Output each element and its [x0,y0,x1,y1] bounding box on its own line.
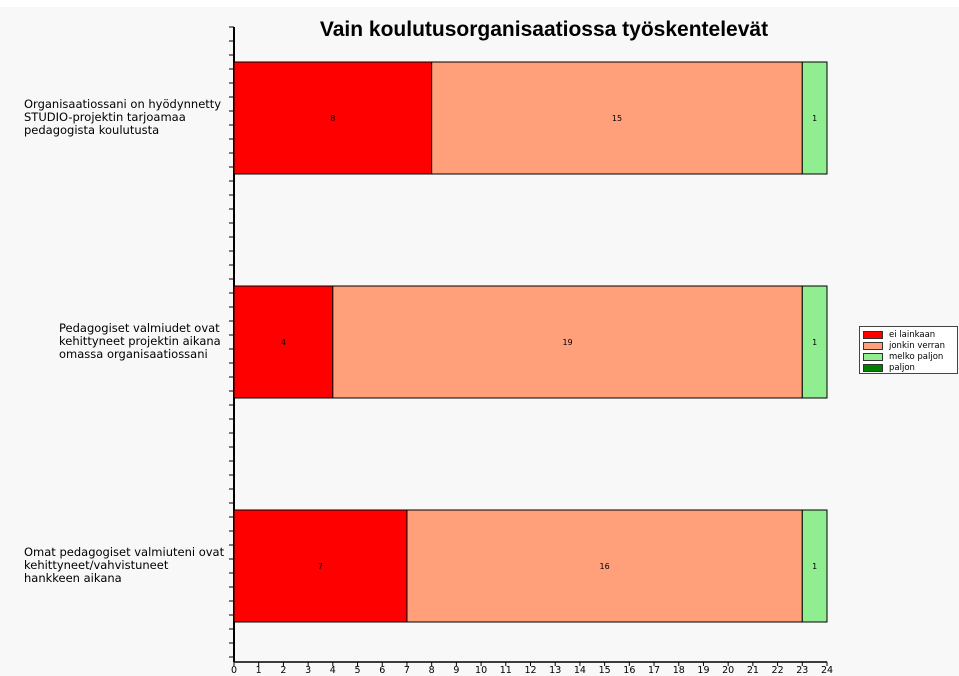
x-tick-label: 12 [524,665,536,676]
category-label: Omat pedagogiset valmiuteni ovat kehittyn… [24,546,234,585]
data-label: 7 [318,562,323,571]
bar-segment-melko-paljon [801,509,828,623]
x-tick-label: 23 [796,665,808,676]
category-label: Pedagogiset valmiudet ovat kehittyneet pr… [59,322,269,361]
x-tick-label: 3 [305,665,311,676]
x-tick-label: 6 [379,665,385,676]
category-label-line: kehittyneet/vahvistuneet [24,558,169,572]
data-label: 19 [562,338,572,347]
x-tick-label: 9 [453,665,459,676]
x-tick-label: 13 [549,665,561,676]
bar-segment-jonkin-verran [332,285,803,399]
x-tick-label: 24 [821,665,833,676]
x-tick-label: 14 [574,665,586,676]
x-tick-label: 19 [697,665,709,676]
top-strip [0,0,959,7]
category-label-line: hankkeen aikana [24,571,122,585]
bar-segment-ei-lainkaan [233,61,433,175]
category-label: Organisaatiossani on hyödynnetty STUDIO-p… [24,98,234,137]
x-tick-label: 7 [404,665,410,676]
legend-swatch [863,352,883,361]
legend-item: jonkin verran [863,340,954,351]
data-label: 4 [281,338,286,347]
bar-segment-jonkin-verran [431,61,803,175]
legend-swatch [863,330,883,339]
x-tick-label: 21 [747,665,759,676]
category-label-line: omassa organisaatiossani [59,347,208,361]
x-tick-label: 15 [599,665,611,676]
data-label: 1 [812,114,817,123]
x-tick-label: 22 [772,665,784,676]
category-label-line: Pedagogiset valmiudet ovat [59,321,220,335]
bar-segment-ei-lainkaan [233,509,408,623]
bar-segment-melko-paljon [801,61,828,175]
category-label-line: STUDIO-projektin tarjoamaa [24,110,186,124]
x-tick-label: 10 [475,665,487,676]
data-label: 16 [600,562,610,571]
legend-label: jonkin verran [889,340,946,351]
x-tick-label: 18 [673,665,685,676]
category-label-line: pedagogista koulutusta [24,123,160,137]
legend-item: melko paljon [863,351,954,362]
legend-swatch [863,341,883,350]
x-tick-label: 11 [500,665,512,676]
x-tick-label: 20 [722,665,734,676]
legend-label: melko paljon [889,351,944,362]
legend: ei lainkaan jonkin verran melko paljon palj… [859,326,958,374]
x-tick-label: 4 [330,665,336,676]
data-label: 1 [812,562,817,571]
x-tick-label: 17 [648,665,660,676]
x-tick-label: 2 [280,665,286,676]
data-label: 15 [612,114,622,123]
x-tick-label: 8 [429,665,435,676]
legend-item: ei lainkaan [863,329,954,340]
bar-segment-jonkin-verran [406,509,803,623]
x-tick-label: 5 [355,665,361,676]
chart-title: Vain koulutusorganisaatiossa työskentele… [319,18,769,41]
legend-swatch [863,363,883,372]
x-tick-label: 0 [231,665,237,676]
legend-label: paljon [889,362,915,373]
category-label-line: kehittyneet projektin aikana [59,334,221,348]
x-tick-label: 1 [256,665,262,676]
data-label: 1 [812,338,817,347]
category-label-line: Organisaatiossani on hyödynnetty [24,97,222,111]
category-label-line: Omat pedagogiset valmiuteni ovat [24,545,225,559]
legend-item: paljon [863,362,954,373]
data-label: 8 [330,114,335,123]
x-tick-label: 16 [623,665,635,676]
bar-segment-melko-paljon [801,285,828,399]
legend-label: ei lainkaan [889,329,936,340]
